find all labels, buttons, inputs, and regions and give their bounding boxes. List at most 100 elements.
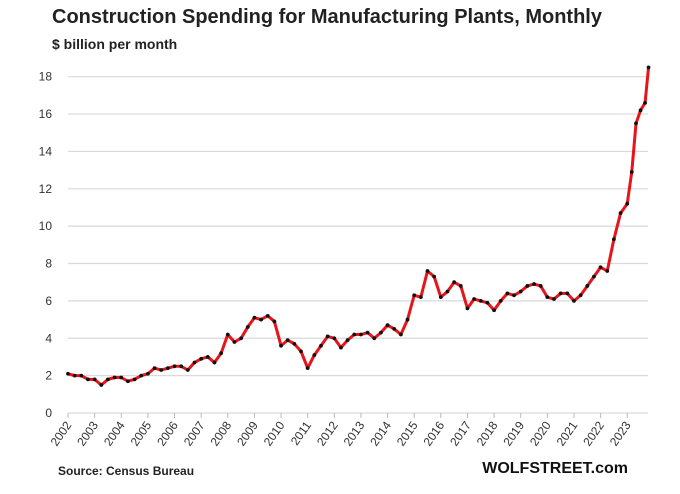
y-tick-label: 8 [45, 257, 52, 271]
data-point [272, 319, 277, 324]
x-tick-label: 2005 [128, 418, 155, 448]
data-point [379, 330, 383, 335]
data-point [518, 289, 523, 294]
data-point [279, 343, 283, 348]
x-tick-label: 2023 [607, 418, 634, 448]
data-point [492, 308, 496, 313]
data-point [578, 293, 583, 298]
data-point [552, 297, 556, 301]
data-point [465, 306, 470, 311]
data-point [643, 100, 647, 105]
data-point [558, 291, 563, 296]
data-point [352, 332, 357, 337]
data-point [106, 377, 110, 382]
data-point [592, 274, 596, 279]
x-tick-label: 2018 [474, 418, 501, 448]
x-tick-label: 2015 [394, 418, 421, 448]
data-point [185, 368, 190, 372]
data-point [299, 349, 303, 354]
data-point [119, 375, 124, 380]
data-point [438, 295, 443, 300]
data-point [165, 366, 170, 371]
data-point [452, 280, 457, 285]
y-tick-label: 16 [39, 107, 53, 121]
x-tick-label: 2007 [181, 418, 208, 448]
data-point [225, 332, 230, 337]
data-point [532, 282, 536, 286]
data-point [385, 323, 390, 328]
data-point [629, 170, 634, 174]
x-tick-label: 2011 [288, 418, 314, 447]
y-tick-label: 10 [39, 219, 53, 233]
data-point [572, 298, 576, 303]
y-tick-label: 6 [45, 294, 52, 308]
x-tick-label: 2008 [207, 418, 234, 448]
x-tick-label: 2006 [154, 418, 181, 448]
brand-logo-text: WOLFSTREET.com [482, 460, 628, 477]
data-point [132, 377, 137, 382]
chart-title: Construction Spending for Manufacturing … [52, 6, 602, 28]
data-point [199, 356, 204, 361]
x-tick-label: 2012 [314, 418, 341, 448]
data-point [598, 265, 603, 270]
data-point [458, 284, 463, 288]
x-tick-label: 2017 [447, 418, 474, 448]
data-point [72, 373, 77, 378]
data-point [372, 336, 377, 341]
y-tick-label: 2 [45, 369, 52, 383]
data-point [412, 293, 417, 298]
x-tick-label: 2021 [554, 418, 581, 448]
data-point [205, 355, 210, 359]
x-tick-label: 2019 [500, 418, 527, 448]
data-point [359, 332, 363, 337]
data-point [618, 211, 623, 215]
data-point [285, 338, 290, 343]
x-tick-label: 2013 [341, 418, 368, 448]
x-tick-label: 2022 [580, 418, 607, 448]
x-tick-label: 2004 [101, 418, 128, 448]
data-point [152, 366, 157, 371]
data-point [646, 65, 651, 70]
data-point [398, 332, 403, 337]
data-point [445, 289, 450, 294]
data-point [565, 291, 570, 296]
data-point [159, 368, 164, 372]
data-point [219, 351, 224, 356]
data-point [472, 297, 477, 301]
data-point [92, 377, 97, 382]
data-point [139, 373, 144, 378]
source-note: Source: Census Bureau [58, 464, 195, 478]
data-point [339, 345, 343, 350]
data-point [638, 108, 643, 113]
data-point [634, 121, 638, 126]
y-tick-label: 14 [39, 144, 53, 158]
data-point [392, 327, 397, 331]
data-point [112, 375, 117, 380]
data-point [265, 313, 270, 318]
data-point [259, 317, 263, 322]
y-tick-label: 18 [39, 70, 53, 84]
data-point [478, 298, 483, 303]
data-point [99, 383, 104, 387]
data-point [245, 325, 250, 329]
data-point [332, 336, 337, 341]
data-point [512, 293, 516, 298]
data-point [325, 334, 330, 339]
x-tick-label: 2014 [367, 418, 394, 448]
data-point [612, 237, 616, 242]
data-point [126, 379, 130, 384]
data-point [312, 353, 317, 357]
data-point [305, 366, 310, 371]
x-tick-label: 2010 [261, 418, 288, 448]
y-tick-label: 12 [39, 182, 53, 196]
data-point [212, 360, 217, 365]
data-point [232, 340, 237, 344]
data-point [172, 364, 177, 369]
data-point [66, 371, 70, 376]
data-point [192, 360, 197, 365]
x-tick-label: 2003 [74, 418, 101, 448]
data-point [418, 295, 423, 300]
data-point [498, 298, 503, 303]
